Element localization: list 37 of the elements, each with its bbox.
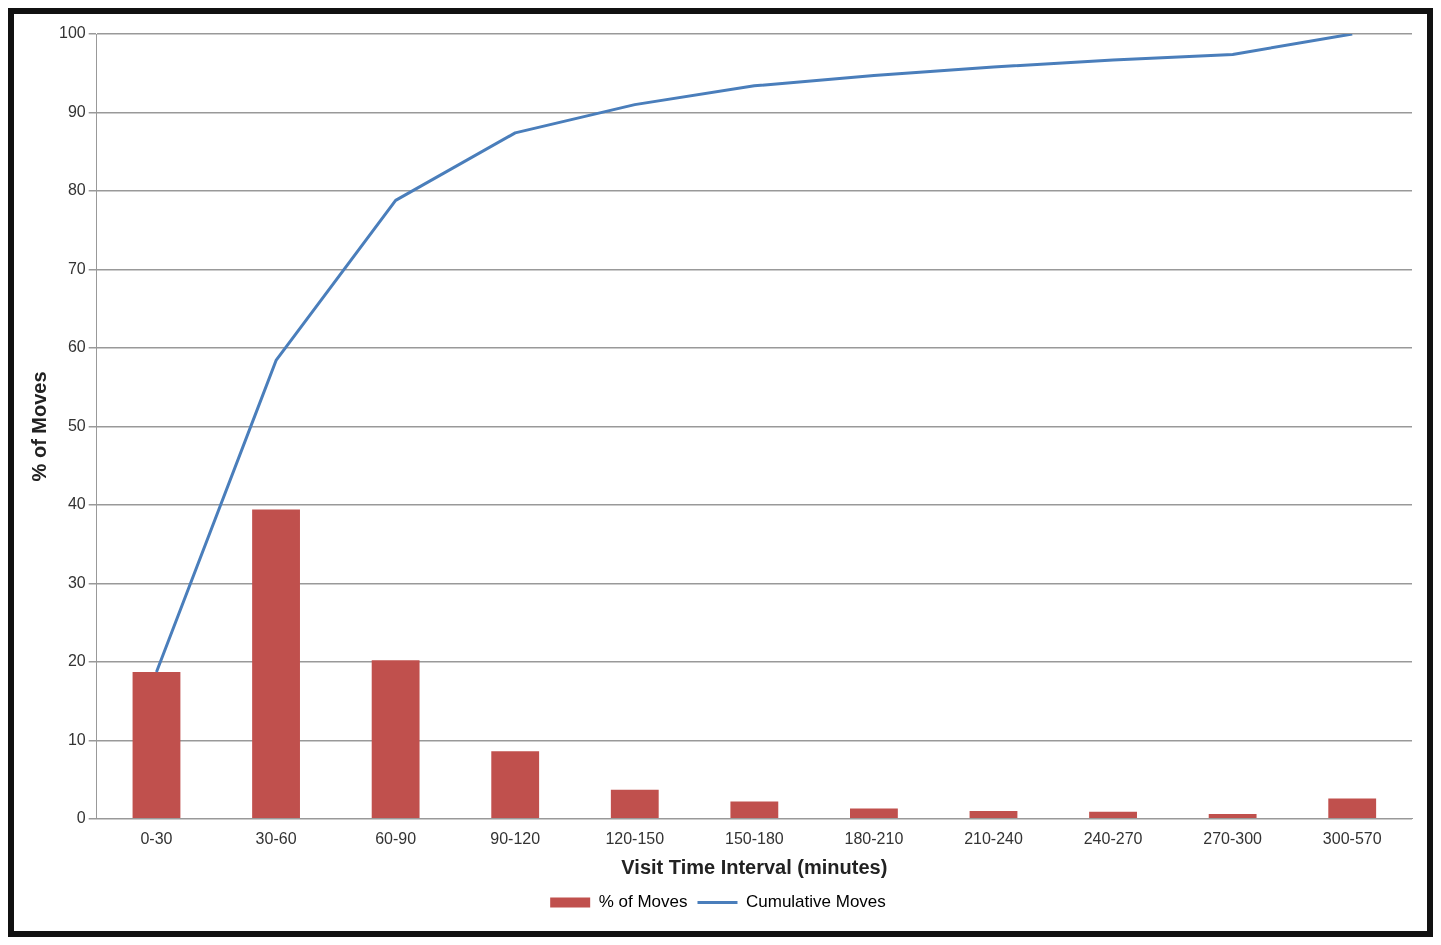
x-tick-label: 60-90 (375, 829, 417, 847)
legend-label: Cumulative Moves (745, 892, 886, 912)
x-tick-label: 210-240 (964, 829, 1023, 847)
bar (1328, 798, 1377, 819)
x-tick-label: 90-120 (490, 829, 541, 847)
y-tick-label: 10 (67, 730, 86, 748)
y-axis-title: % of Moves (27, 371, 50, 482)
y-tick-label: 40 (67, 495, 86, 513)
bar (1089, 811, 1137, 819)
x-tick-label: 300-570 (1322, 829, 1382, 847)
x-tick-label: 30-60 (255, 829, 297, 847)
y-tick-label: 70 (67, 259, 86, 277)
y-tick-label: 50 (67, 416, 86, 434)
y-tick-label: 100 (58, 24, 86, 42)
bar (371, 660, 420, 819)
legend-label: % of Moves (598, 892, 688, 912)
bar (252, 509, 300, 819)
y-tick-label: 60 (67, 338, 86, 356)
x-tick-label: 0-30 (140, 829, 173, 847)
x-tick-label: 180-210 (844, 829, 904, 847)
y-tick-label: 80 (67, 181, 86, 199)
x-tick-label: 120-150 (605, 829, 665, 847)
x-tick-label: 150-180 (724, 829, 784, 847)
bar (491, 751, 540, 819)
bar (730, 801, 779, 819)
bar (610, 789, 659, 819)
x-tick-label: 240-270 (1083, 829, 1143, 847)
y-tick-label: 0 (76, 809, 86, 827)
x-tick-label: 270-300 (1203, 829, 1263, 847)
y-tick-label: 30 (67, 573, 86, 591)
x-axis-title: Visit Time Interval (minutes) (621, 855, 888, 878)
bar (969, 810, 1018, 819)
bar (850, 808, 898, 819)
bar (1208, 814, 1257, 819)
y-tick-label: 90 (67, 102, 86, 120)
bar (132, 672, 181, 819)
y-tick-label: 20 (67, 652, 86, 670)
